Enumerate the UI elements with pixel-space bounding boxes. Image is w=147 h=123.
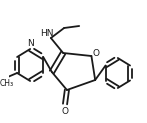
Text: N: N: [27, 39, 34, 48]
Text: CH₃: CH₃: [0, 79, 14, 89]
Text: O: O: [62, 107, 69, 115]
Text: HN: HN: [40, 29, 54, 38]
Text: O: O: [93, 48, 100, 57]
